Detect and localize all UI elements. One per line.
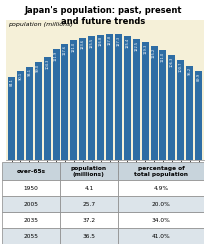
Bar <box>60 196 118 212</box>
Bar <box>88 36 95 160</box>
Bar <box>60 212 118 228</box>
Bar <box>60 180 118 196</box>
Bar <box>177 60 184 160</box>
Text: 34.0%: 34.0% <box>152 218 171 223</box>
Bar <box>79 38 86 160</box>
Bar <box>60 228 118 244</box>
Text: 99.0: 99.0 <box>36 63 40 72</box>
Text: population (millions): population (millions) <box>8 22 73 27</box>
Bar <box>35 62 42 160</box>
Text: over-65s: over-65s <box>16 169 45 174</box>
Text: 1950: 1950 <box>23 186 38 191</box>
Text: 123.6: 123.6 <box>81 39 85 49</box>
Text: 125.5: 125.5 <box>90 37 94 48</box>
Text: 119.3: 119.3 <box>143 43 147 54</box>
Text: 122.5: 122.5 <box>134 40 138 51</box>
Text: 36.5: 36.5 <box>82 234 95 239</box>
Text: 95.2: 95.2 <box>188 67 192 75</box>
Text: 94.1: 94.1 <box>27 68 31 76</box>
Bar <box>168 55 175 160</box>
Bar <box>106 33 113 160</box>
Text: 2035: 2035 <box>23 218 38 223</box>
Bar <box>115 34 122 160</box>
Bar <box>8 77 15 160</box>
Text: 111.0: 111.0 <box>161 52 165 62</box>
Bar <box>118 228 204 244</box>
Bar <box>151 46 158 160</box>
Bar <box>44 57 51 160</box>
Bar <box>2 180 60 196</box>
Bar <box>62 44 68 160</box>
Bar <box>60 162 118 180</box>
Bar <box>133 39 140 160</box>
Text: 100.7: 100.7 <box>179 62 183 72</box>
Bar <box>195 71 202 160</box>
Text: 2055: 2055 <box>23 234 38 239</box>
Text: 126.8: 126.8 <box>99 36 103 46</box>
Text: 90.1: 90.1 <box>18 72 22 81</box>
Bar <box>142 42 149 160</box>
Text: 20.0%: 20.0% <box>152 202 171 207</box>
Text: 127.8: 127.8 <box>108 35 111 45</box>
Bar <box>2 228 60 244</box>
Bar <box>186 66 193 160</box>
Text: 41.0%: 41.0% <box>152 234 170 239</box>
Text: 117.6: 117.6 <box>63 45 67 55</box>
Bar <box>118 196 204 212</box>
Bar <box>2 196 60 212</box>
Text: percentage of
total population: percentage of total population <box>134 166 188 177</box>
Text: 125.4: 125.4 <box>125 37 129 48</box>
Text: 104.3: 104.3 <box>45 58 49 69</box>
Text: 111.9: 111.9 <box>54 51 58 61</box>
Text: 4.9%: 4.9% <box>153 186 169 191</box>
Text: Japan's population: past, present
and future trends: Japan's population: past, present and fu… <box>24 6 182 26</box>
Text: 127.3: 127.3 <box>116 36 121 46</box>
Bar <box>97 35 104 160</box>
Bar <box>2 212 60 228</box>
Bar <box>17 71 24 160</box>
Bar <box>118 162 204 180</box>
Bar <box>124 36 131 160</box>
Bar <box>53 49 60 160</box>
Bar <box>118 212 204 228</box>
Text: 89.9: 89.9 <box>197 72 201 81</box>
Text: 121.0: 121.0 <box>72 42 76 52</box>
Text: 2005: 2005 <box>23 202 38 207</box>
Bar <box>26 67 33 160</box>
Text: 4.1: 4.1 <box>84 186 94 191</box>
Text: 37.2: 37.2 <box>82 218 95 223</box>
Text: 115.2: 115.2 <box>152 48 156 58</box>
Bar <box>118 180 204 196</box>
Bar <box>70 40 77 160</box>
Text: 84.1: 84.1 <box>9 78 14 86</box>
Bar <box>159 50 166 160</box>
Text: 25.7: 25.7 <box>82 202 95 207</box>
Bar <box>2 162 60 180</box>
Text: population
(millions): population (millions) <box>71 166 107 177</box>
Text: 106.3: 106.3 <box>170 56 174 67</box>
